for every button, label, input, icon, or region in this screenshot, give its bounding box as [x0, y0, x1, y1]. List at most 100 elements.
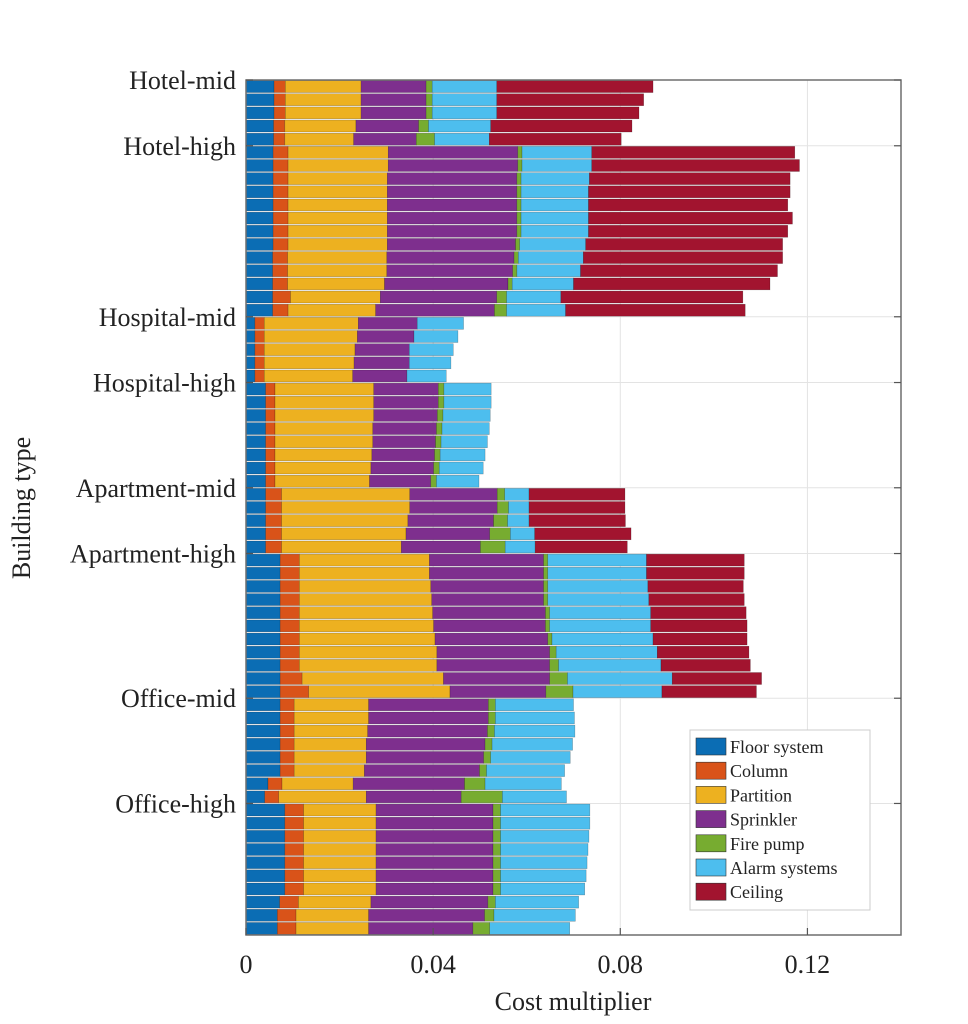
- bar-segment: [512, 264, 518, 277]
- bar-segment: [360, 93, 427, 106]
- bar-segment: [425, 93, 433, 106]
- bar-segment: [387, 146, 519, 159]
- bar-segment: [486, 764, 565, 777]
- bar-segment: [472, 922, 491, 935]
- bar-segment: [245, 685, 281, 698]
- bar-segment: [416, 317, 464, 330]
- bar-segment: [496, 93, 644, 106]
- bar-segment: [245, 527, 266, 541]
- bar-segment: [401, 540, 481, 554]
- bar-segment: [425, 106, 433, 120]
- bar-segment: [245, 567, 281, 580]
- bar-segment: [284, 882, 304, 896]
- bar-segment: [274, 382, 374, 396]
- bar-segment: [245, 356, 256, 370]
- bar-segment: [254, 356, 265, 370]
- bar-segment: [591, 146, 796, 159]
- bar-segment: [409, 356, 452, 370]
- bar-segment: [274, 409, 374, 422]
- bar-segment: [495, 698, 574, 712]
- bar-segment: [500, 856, 588, 869]
- bar-segment: [265, 396, 276, 409]
- bar-segment: [516, 172, 522, 185]
- bar-segment: [489, 527, 511, 541]
- bar-segment: [299, 593, 432, 606]
- bar-segment: [245, 172, 274, 185]
- bar-segment: [549, 672, 568, 685]
- bar-segment: [500, 816, 591, 830]
- bar-segment: [510, 527, 535, 541]
- bar-segment: [375, 303, 495, 317]
- bar-segment: [245, 645, 281, 659]
- bar-segment: [520, 172, 590, 185]
- bar-segment: [245, 238, 274, 251]
- bar-segment: [496, 501, 509, 514]
- bar-segment: [516, 225, 522, 238]
- bar-segment: [281, 488, 410, 501]
- bar-segment: [245, 593, 281, 606]
- bar-segment: [245, 514, 266, 527]
- bar-segment: [487, 724, 495, 738]
- bar-segment: [442, 409, 491, 422]
- bar-segment: [273, 106, 286, 120]
- bar-segment: [518, 251, 584, 264]
- bar-segment: [308, 685, 451, 698]
- bar-segment: [440, 435, 488, 448]
- legend-label: Fire pump: [730, 834, 805, 854]
- legend-swatch: [695, 737, 727, 756]
- bar-segment: [245, 790, 265, 804]
- bar-segment: [279, 606, 300, 619]
- bar-segment: [279, 619, 300, 633]
- bar-segment: [517, 159, 523, 172]
- bar-segment: [583, 251, 783, 264]
- bar-segment: [245, 672, 281, 685]
- bar-segment: [507, 514, 530, 527]
- bar-segment: [496, 488, 505, 501]
- bar-segment: [375, 856, 494, 869]
- bar-segment: [245, 277, 273, 291]
- legend-label: Column: [730, 761, 788, 781]
- bar-segment: [500, 882, 585, 896]
- bar-segment: [375, 869, 494, 883]
- bar-segment: [484, 777, 562, 790]
- bar-segment: [279, 764, 295, 777]
- bar-segment: [303, 843, 377, 856]
- bar-segment: [287, 146, 389, 159]
- bar-segment: [245, 843, 286, 856]
- category-label: Office-mid: [121, 684, 236, 713]
- bar-segment: [272, 264, 288, 277]
- bar-segment: [303, 803, 377, 817]
- bar-segment: [549, 606, 651, 619]
- bar-segment: [293, 764, 365, 777]
- legend-items: Floor system Column Partition Sprinkler Fire…: [695, 737, 838, 902]
- bar-segment: [299, 553, 430, 567]
- bar-segment: [495, 711, 575, 725]
- bar-segment: [287, 211, 388, 225]
- bar-segment: [545, 606, 550, 619]
- bar-segment: [245, 580, 281, 593]
- bar-segment: [284, 869, 304, 883]
- bar-segment: [265, 488, 282, 501]
- bar-segment: [287, 303, 376, 317]
- bar-segment: [281, 777, 354, 790]
- bar-segment: [387, 238, 516, 251]
- bar-segment: [671, 672, 762, 685]
- bar-segment: [492, 816, 501, 830]
- bar-segment: [355, 119, 419, 133]
- bar-segment: [434, 632, 549, 646]
- bar-segment: [375, 803, 494, 817]
- bar-segment: [547, 632, 553, 646]
- bar-segment: [245, 251, 273, 264]
- bar-segment: [277, 922, 297, 935]
- bar-segment: [429, 553, 544, 567]
- bar-segment: [284, 830, 304, 843]
- bar-segment: [287, 198, 388, 212]
- bar-segment: [245, 724, 281, 738]
- bar-segment: [299, 632, 436, 646]
- bar-segment: [387, 172, 518, 185]
- bar-segment: [369, 474, 432, 488]
- bar-segment: [484, 909, 495, 922]
- bar-segment: [287, 185, 388, 199]
- x-axis-title: Cost multiplier: [495, 987, 652, 1016]
- bar-segment: [431, 80, 498, 93]
